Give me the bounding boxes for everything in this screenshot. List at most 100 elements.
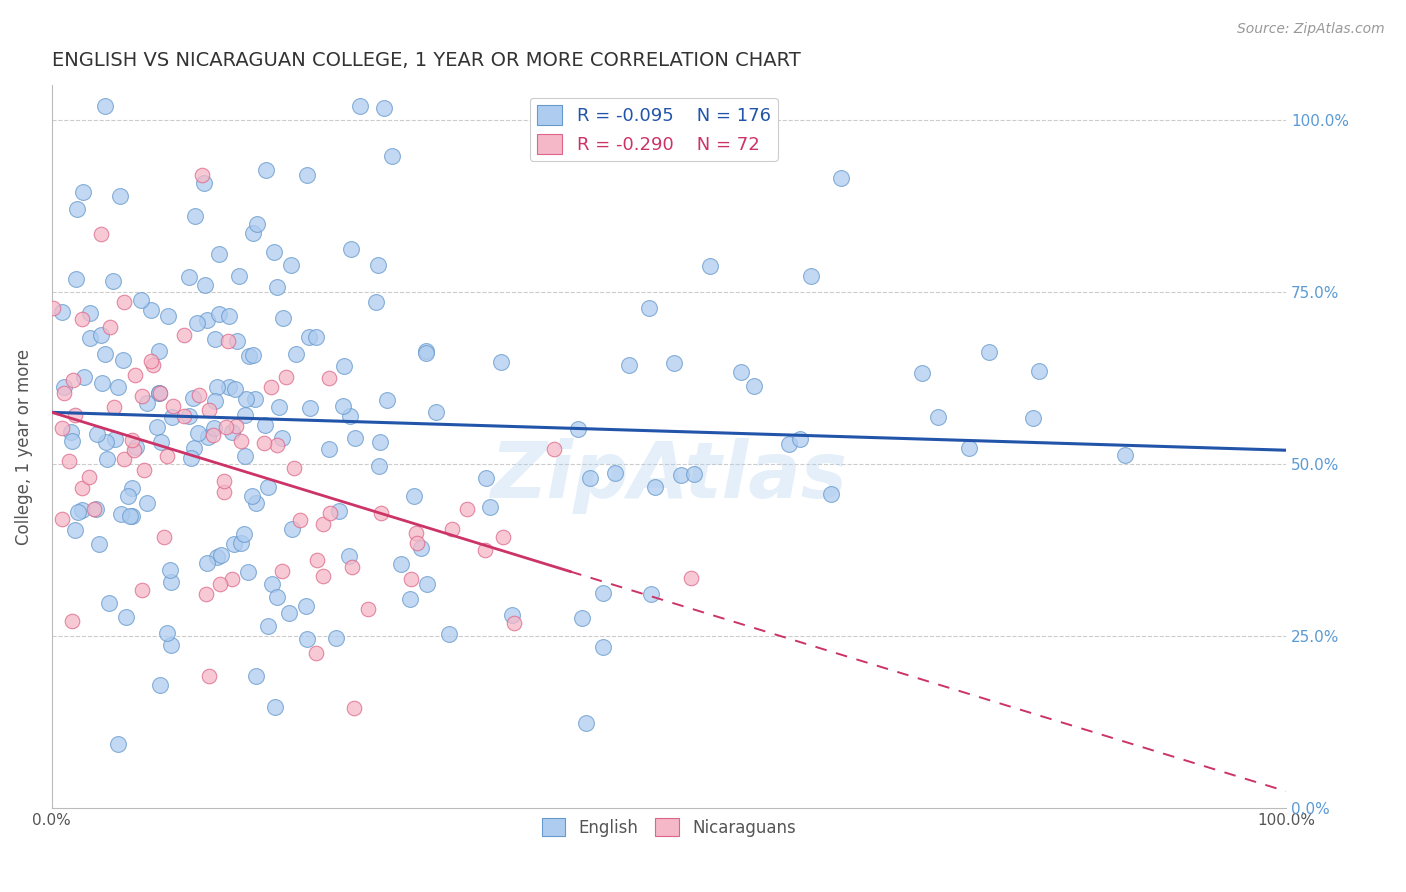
Point — [218, 380, 240, 394]
Point — [800, 269, 823, 284]
Point — [198, 403, 221, 417]
Point — [173, 409, 195, 424]
Point — [294, 599, 316, 614]
Point — [253, 435, 276, 450]
Point — [121, 509, 143, 524]
Point — [235, 392, 257, 406]
Point — [204, 333, 226, 347]
Point — [101, 274, 124, 288]
Point — [149, 385, 172, 400]
Point — [263, 700, 285, 714]
Point — [84, 502, 107, 516]
Point — [204, 393, 226, 408]
Point — [156, 449, 179, 463]
Point — [205, 549, 228, 564]
Point — [149, 678, 172, 692]
Point — [789, 432, 811, 446]
Point — [107, 737, 129, 751]
Point — [217, 334, 239, 349]
Point — [131, 389, 153, 403]
Point — [404, 489, 426, 503]
Point — [63, 408, 86, 422]
Point — [160, 575, 183, 590]
Point — [415, 576, 437, 591]
Point — [52, 386, 75, 401]
Point — [337, 549, 360, 564]
Point — [129, 293, 152, 307]
Point — [218, 310, 240, 324]
Point — [63, 523, 86, 537]
Point — [139, 302, 162, 317]
Point — [290, 513, 312, 527]
Point — [254, 417, 277, 432]
Point — [578, 471, 600, 485]
Point — [246, 217, 269, 231]
Point — [160, 409, 183, 424]
Point — [184, 209, 207, 223]
Point — [571, 611, 593, 625]
Point — [592, 640, 614, 654]
Point — [104, 433, 127, 447]
Point — [194, 587, 217, 601]
Point — [70, 312, 93, 326]
Point — [181, 391, 204, 405]
Point — [195, 313, 218, 327]
Point — [270, 431, 292, 445]
Point — [281, 522, 304, 536]
Point — [357, 602, 380, 616]
Point — [318, 442, 340, 456]
Point — [283, 460, 305, 475]
Point — [295, 168, 318, 182]
Point — [180, 451, 202, 466]
Point — [157, 309, 180, 323]
Point — [103, 400, 125, 414]
Point — [368, 435, 391, 450]
Point — [77, 470, 100, 484]
Text: ENGLISH VS NICARAGUAN COLLEGE, 1 YEAR OR MORE CORRELATION CHART: ENGLISH VS NICARAGUAN COLLEGE, 1 YEAR OR… — [52, 51, 800, 70]
Point — [425, 405, 447, 419]
Point — [349, 99, 371, 113]
Point — [503, 615, 526, 630]
Point — [603, 467, 626, 481]
Point — [489, 355, 512, 369]
Point — [411, 541, 433, 556]
Point — [179, 269, 201, 284]
Point — [65, 272, 87, 286]
Point — [344, 431, 367, 445]
Point — [148, 386, 170, 401]
Point — [225, 418, 247, 433]
Point — [107, 380, 129, 394]
Point — [215, 420, 238, 434]
Point — [339, 243, 361, 257]
Point — [456, 501, 478, 516]
Point — [238, 349, 260, 363]
Point — [60, 614, 83, 628]
Point — [245, 392, 267, 406]
Point — [415, 345, 437, 359]
Point — [41, 301, 63, 315]
Point — [271, 565, 294, 579]
Point — [51, 512, 73, 526]
Point — [475, 470, 498, 484]
Point — [108, 188, 131, 202]
Point — [284, 347, 307, 361]
Point — [222, 537, 245, 551]
Point — [311, 569, 333, 583]
Point — [298, 401, 321, 415]
Point — [53, 380, 76, 394]
Point — [208, 307, 231, 321]
Point — [405, 525, 427, 540]
Legend: English, Nicaraguans: English, Nicaraguans — [536, 812, 803, 844]
Point — [121, 481, 143, 495]
Point — [91, 376, 114, 390]
Point — [149, 435, 172, 450]
Point — [699, 259, 721, 273]
Point — [97, 596, 120, 610]
Point — [266, 280, 288, 294]
Point — [669, 468, 692, 483]
Point — [198, 669, 221, 683]
Point — [295, 632, 318, 646]
Point — [114, 294, 136, 309]
Point — [254, 163, 277, 178]
Point — [214, 474, 236, 488]
